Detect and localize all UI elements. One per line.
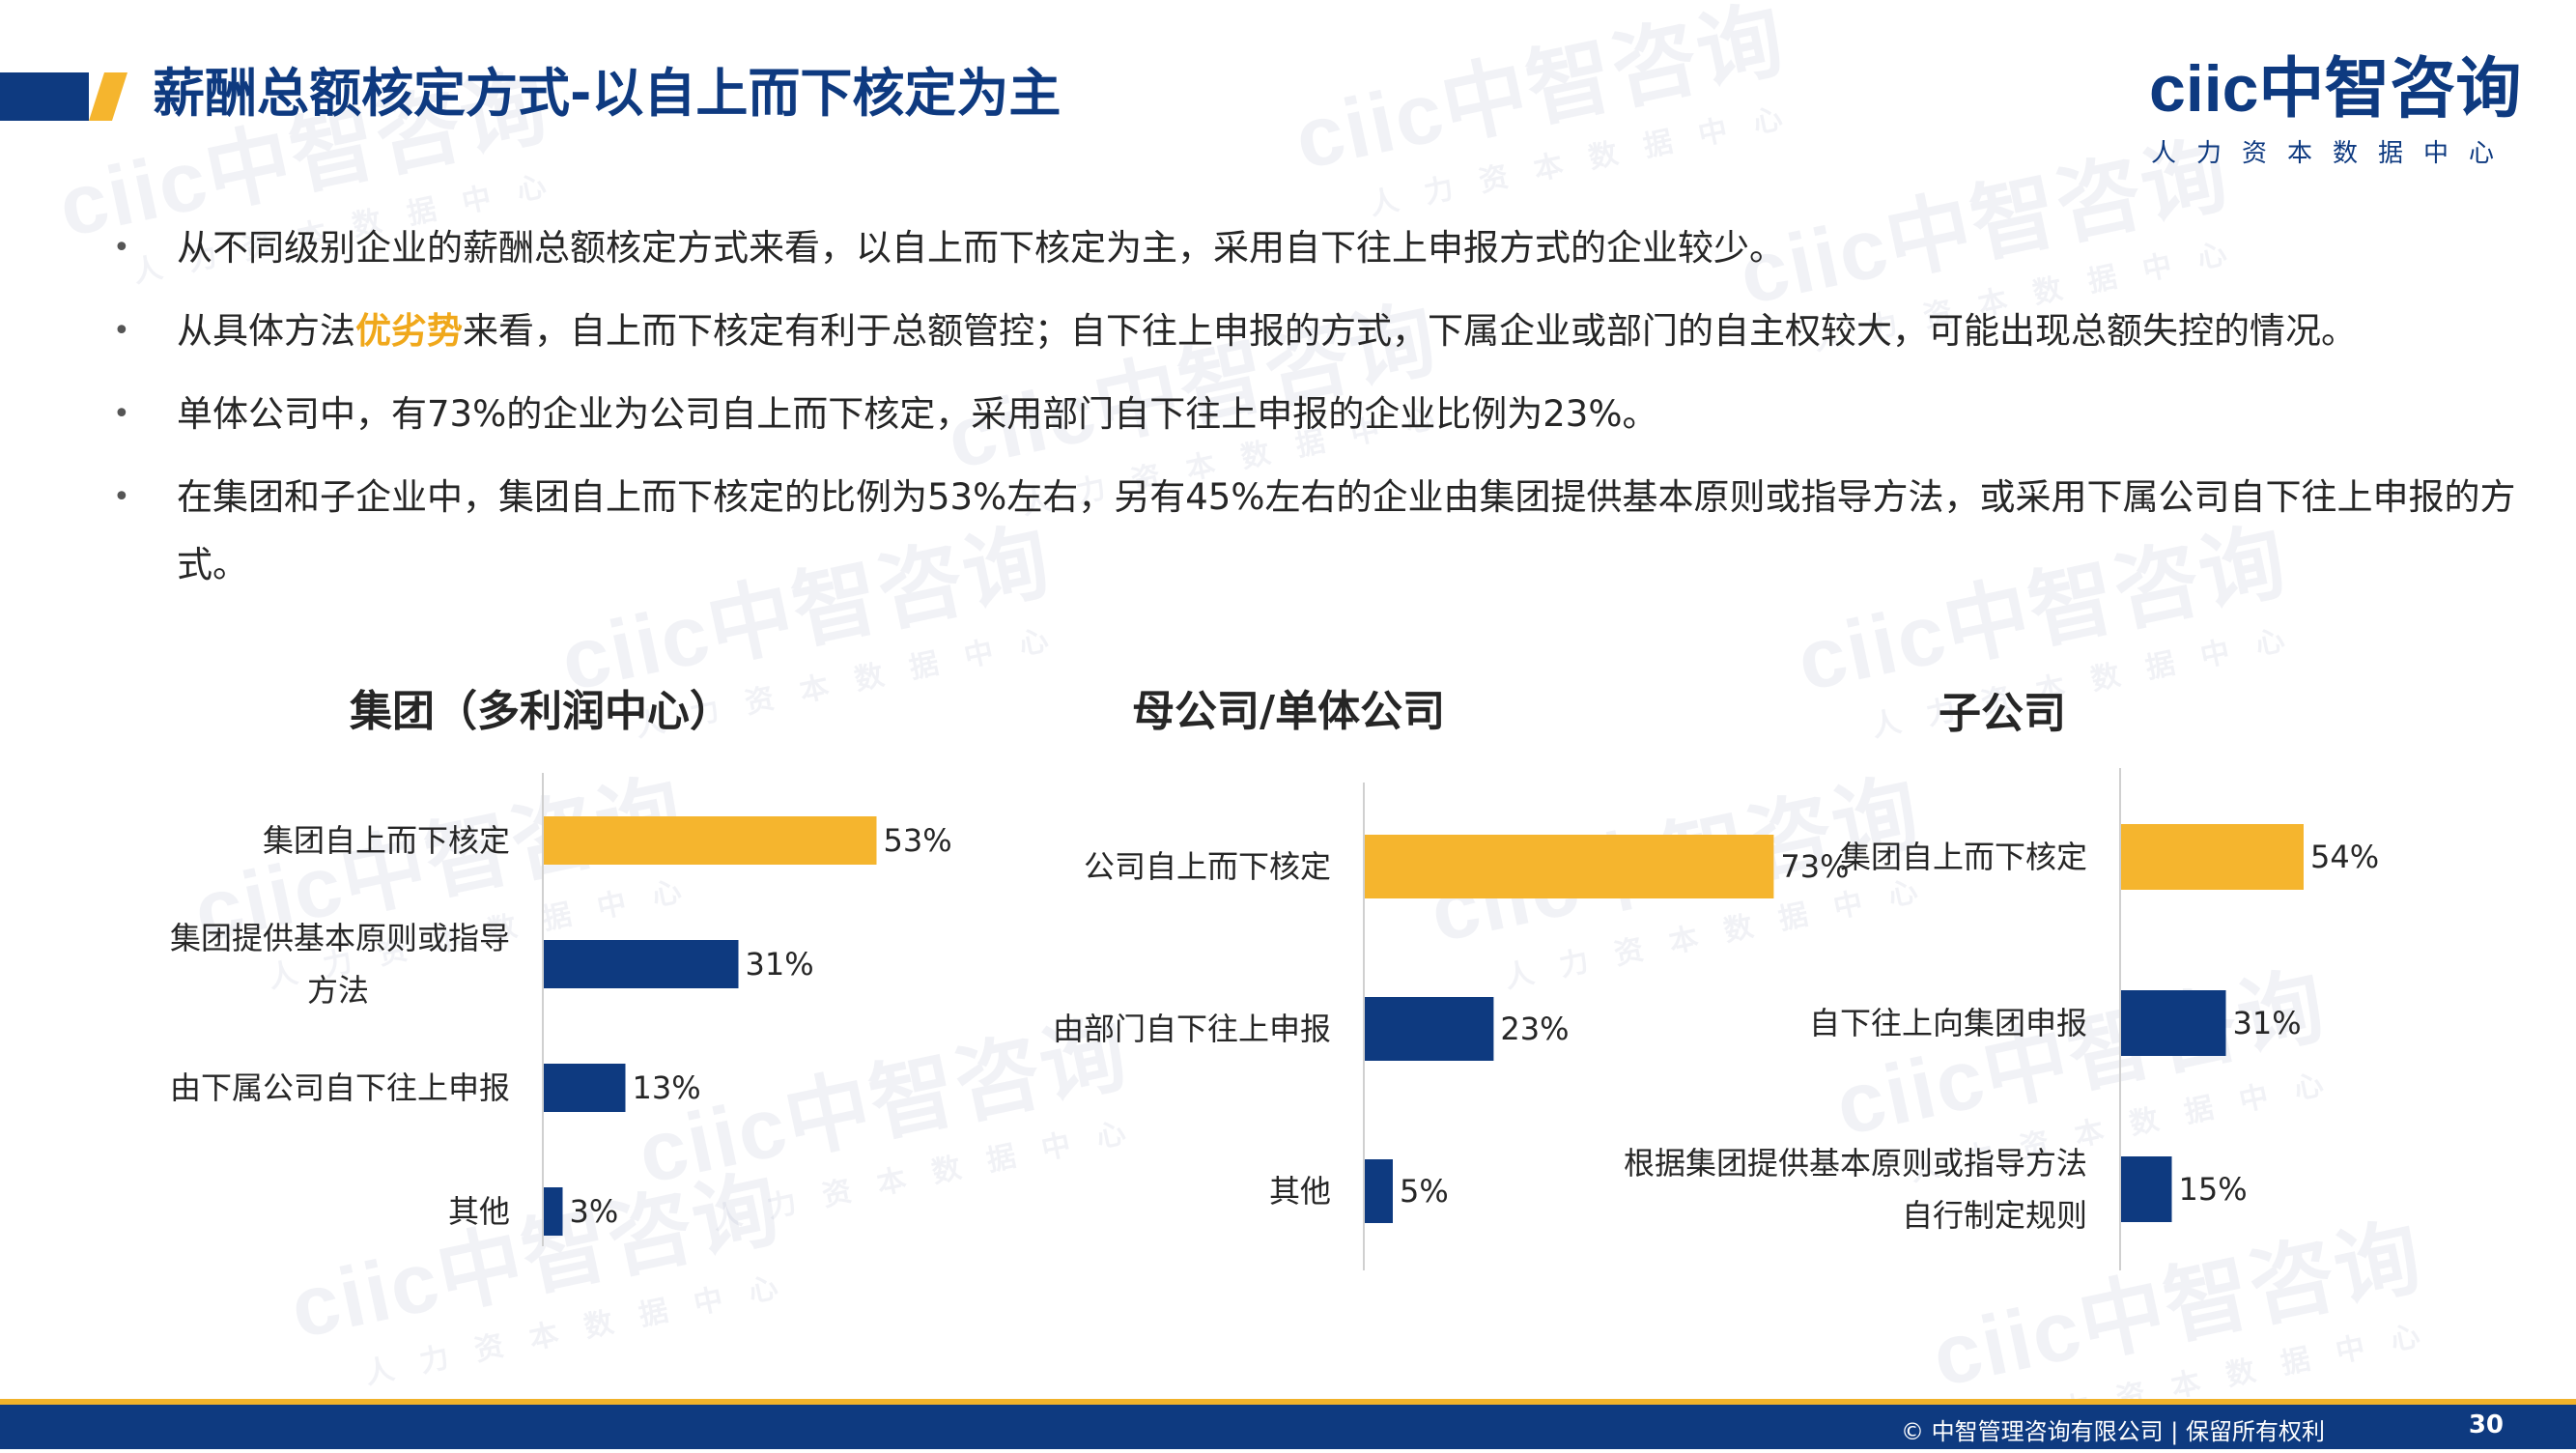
data-label: 73% xyxy=(1780,848,1849,885)
chart-bar xyxy=(2121,1156,2172,1222)
bullet-item: • 从具体方法优劣势来看，自上而下核定有利于总额管控；自下往上申报的方式，下属企业… xyxy=(111,298,2506,365)
data-label: 15% xyxy=(2179,1171,2248,1208)
chart-parent-company-svg: 73% 公司自上而下核定 23% 由部门自下往上申报 5% 其他 xyxy=(1053,783,1850,1270)
footer-bar: © 中智管理咨询有限公司 | 保留所有权利 30 xyxy=(0,1405,2576,1449)
chart-bar xyxy=(544,1187,563,1236)
data-label: 13% xyxy=(633,1069,701,1106)
chart-bar xyxy=(1365,835,1774,898)
category-label: 自下往上向集团申报 xyxy=(1809,1005,2087,1041)
bullet-dot-icon: • xyxy=(113,231,130,265)
category-label: 由下属公司自下往上申报 xyxy=(170,1069,510,1106)
chart-bar xyxy=(1365,1159,1393,1223)
bullet-dot-icon: • xyxy=(113,314,130,348)
chart-title: 子公司 xyxy=(1939,689,2066,738)
category-label: 根据集团提供基本原则或指导方法 xyxy=(1624,1145,2087,1182)
data-label: 23% xyxy=(1500,1011,1569,1047)
chart-title: 母公司/单体公司 xyxy=(1132,687,1446,736)
chart-bar xyxy=(544,816,877,865)
bullet-dot-icon: • xyxy=(113,397,130,431)
title-accent-slash xyxy=(89,72,127,121)
logo-subtitle: 人力资本数据中心 xyxy=(2151,139,2515,168)
data-label: 31% xyxy=(2233,1005,2302,1041)
bullet-item: • 从不同级别企业的薪酬总额核定方式来看，以自上而下核定为主，采用自下往上申报方式… xyxy=(111,214,2506,282)
bullet-item: • 在集团和子企业中，集团自上而下核定的比例为53%左右，另有45%左右的企业由集… xyxy=(111,464,2553,599)
footer-accent-line xyxy=(0,1399,2576,1405)
title-accent-bar xyxy=(0,72,89,121)
page-number: 30 xyxy=(2468,1410,2504,1439)
data-label: 54% xyxy=(2310,839,2379,875)
category-label: 集团自上而下核定 xyxy=(1840,839,2087,875)
page-title: 薪酬总额核定方式-以自上而下核定为主 xyxy=(153,63,1062,124)
chart-subsidiary: 子公司 54% 集团自上而下核定 31% 自下往上向集团申报 15% 根据集团提供基本原则… xyxy=(1624,667,2576,1285)
summary-bullets: • 从不同级别企业的薪酬总额核定方式来看，以自上而下核定为主，采用自下往上申报方式… xyxy=(111,214,2515,614)
category-label: 方法 xyxy=(307,972,369,1009)
chart-subsidiary-svg: 54% 集团自上而下核定 31% 自下往上向集团申报 15% 根据集团提供基本原则或指导方… xyxy=(1624,768,2379,1270)
category-label: 集团提供基本原则或指导 xyxy=(170,920,510,956)
category-label: 集团自上而下核定 xyxy=(263,822,510,859)
copyright-text: © 中智管理咨询有限公司 | 保留所有权利 xyxy=(1901,1418,2325,1445)
data-label: 3% xyxy=(570,1193,619,1230)
bullet-item: • 单体公司中，有73%的企业为公司自上而下核定，采用部门自下往上申报的企业比例为… xyxy=(111,381,2506,448)
chart-group-svg: 53% 集团自上而下核定 31% 集团提供基本原则或指导方法 13% 由下属公司自下往上申… xyxy=(170,773,952,1246)
chart-parent-company: 母公司/单体公司 73% 公司自上而下核定 23% 由部门自下往上申报 5% 其他 xyxy=(869,667,1850,1285)
chart-bar xyxy=(1365,997,1494,1061)
watermark: ciic中智咨询人力资本数据中心 xyxy=(1287,0,1812,222)
category-label: 其他 xyxy=(448,1193,510,1230)
chart-group: 集团（多利润中心） 53% 集团自上而下核定 31% 集团提供基本原则或指导 方法 13%… xyxy=(0,667,952,1285)
category-label: 公司自上而下核定 xyxy=(1084,848,1331,885)
chart-bar xyxy=(2121,990,2226,1056)
data-label: 31% xyxy=(746,946,814,983)
logo-wordmark: ciic中智咨询 xyxy=(2149,52,2522,126)
bullet-dot-icon: • xyxy=(113,480,130,514)
data-label: 5% xyxy=(1400,1173,1449,1210)
chart-title: 集团（多利润中心） xyxy=(350,687,732,736)
chart-bar xyxy=(2121,824,2304,890)
highlight-text: 优劣势 xyxy=(355,310,463,352)
category-label: 由部门自下往上申报 xyxy=(1053,1011,1331,1047)
chart-bar xyxy=(544,1064,626,1112)
chart-bar xyxy=(544,940,739,988)
data-label: 53% xyxy=(884,822,952,859)
company-logo: ciic中智咨询 人力资本数据中心 xyxy=(2149,50,2521,168)
category-label: 自行制定规则 xyxy=(1902,1197,2087,1234)
category-label: 其他 xyxy=(1269,1173,1331,1210)
